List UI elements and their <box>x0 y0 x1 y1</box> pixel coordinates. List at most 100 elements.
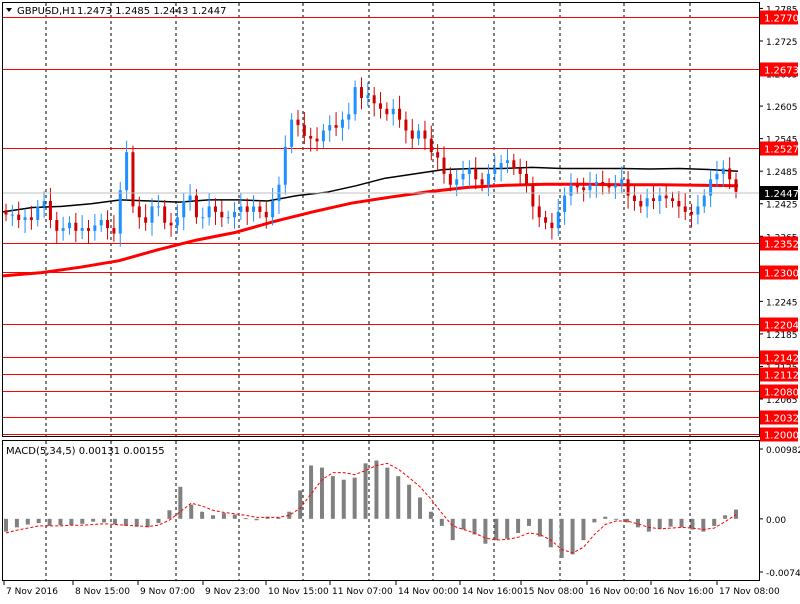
macd-bar <box>309 465 314 519</box>
candle-body <box>569 184 573 196</box>
candle-body <box>201 217 205 219</box>
level-tag-label: 1.2000 <box>764 431 799 442</box>
candle-body <box>239 206 243 212</box>
macd-bar <box>657 518 662 529</box>
candle-body <box>651 198 655 202</box>
level-tag-label: 1.2527 <box>764 145 799 156</box>
macd-bar <box>734 509 738 519</box>
candle-body <box>302 125 306 136</box>
candle-body <box>125 152 129 191</box>
candle-body <box>359 87 363 98</box>
candle-body <box>290 119 294 147</box>
candle-body <box>264 211 268 218</box>
candle-body <box>734 179 738 192</box>
macd-bar <box>668 518 673 527</box>
macd-bar <box>548 518 553 548</box>
price-tick-label: 1.2725 <box>766 38 798 48</box>
macd-bar <box>559 518 564 558</box>
macd-bar <box>211 515 216 519</box>
candle-body <box>233 211 237 218</box>
symbol-label: GBPUSD,H1 <box>17 6 76 17</box>
candle-body <box>220 211 224 218</box>
candle-body <box>87 228 91 231</box>
time-tick-label: 11 Nov 07:00 <box>332 587 393 597</box>
candle-body <box>588 184 592 191</box>
macd-bar <box>439 518 444 526</box>
macd-bar <box>243 518 248 520</box>
time-tick-label: 7 Nov 2016 <box>6 587 58 597</box>
candle-body <box>601 182 605 185</box>
level-tag-label: 1.2112 <box>764 371 799 382</box>
candle-body <box>372 95 376 104</box>
candle-body <box>169 222 173 226</box>
candle-body <box>671 198 675 202</box>
macd-plot-area[interactable] <box>2 440 760 581</box>
macd-bar <box>603 516 608 519</box>
candle-body <box>620 179 624 185</box>
candle-body <box>525 173 529 185</box>
candle-body <box>715 173 719 180</box>
macd-axis: 0.00982 0.00 -0.00748 <box>759 446 800 579</box>
candle-body <box>410 130 414 139</box>
candle-body <box>398 108 402 120</box>
macd-bar <box>592 518 597 523</box>
candle-body <box>385 108 389 115</box>
macd-bar <box>276 517 281 519</box>
macd-bar <box>526 518 531 526</box>
macd-bar <box>287 511 292 519</box>
macd-bar <box>80 518 85 524</box>
candle-body <box>721 168 725 174</box>
candle-body <box>42 201 46 207</box>
level-tag <box>760 350 798 365</box>
candle-body <box>271 201 275 218</box>
macd-bar <box>646 518 651 532</box>
candle-body <box>207 206 211 218</box>
candle-body <box>493 168 497 174</box>
price-tick-label: 1.2065 <box>766 396 798 406</box>
macd-bar <box>701 518 706 532</box>
time-tick-label: 16 Nov 00:00 <box>589 587 650 597</box>
main-plot-area[interactable] <box>2 2 760 437</box>
macd-bar <box>232 514 237 519</box>
candle-body <box>474 168 478 180</box>
candle-body <box>175 217 179 226</box>
macd-bar <box>614 518 619 520</box>
macd-bar <box>36 518 41 524</box>
candle-body <box>55 220 59 231</box>
ohlc-label: 1.2473 1.2485 1.2443 1.2447 <box>77 6 227 17</box>
time-tick-label: 8 Nov 15:00 <box>75 587 130 597</box>
level-price-tags: 1.27701.26731.25271.23521.23001.22041.21… <box>760 10 799 442</box>
macd-bar <box>47 518 52 526</box>
candle-body <box>594 182 598 185</box>
candle-body <box>118 190 122 234</box>
candle-body <box>696 206 700 215</box>
candle-body <box>518 168 522 174</box>
macd-bar <box>14 518 19 528</box>
level-tag <box>760 141 798 156</box>
candle-body <box>99 220 103 226</box>
candle-body <box>480 179 484 185</box>
chevron-down-icon[interactable] <box>6 8 12 12</box>
candle-body <box>315 138 319 142</box>
candle-body <box>137 206 141 218</box>
candle-body <box>366 95 370 98</box>
level-tag <box>760 265 798 280</box>
macd-bar <box>450 518 455 541</box>
level-tag <box>760 317 798 332</box>
macd-bar <box>407 484 412 519</box>
candle-body <box>188 195 192 202</box>
candle-body <box>163 206 167 223</box>
candle-body <box>93 225 97 231</box>
candle-body <box>309 135 313 139</box>
time-tick-label: 14 Nov 00:00 <box>398 587 459 597</box>
macd-bar <box>537 518 542 537</box>
macd-signal-line <box>5 462 737 554</box>
candle-body <box>531 184 535 207</box>
candle-body <box>74 222 78 231</box>
time-axis: 7 Nov 2016 8 Nov 15:00 9 Nov 07:00 9 Nov 23… <box>3 581 780 597</box>
macd-signal-path <box>5 462 737 554</box>
macd-bar <box>221 513 226 519</box>
time-tick-label: 17 Nov 08:00 <box>719 587 780 597</box>
level-tag <box>760 236 798 251</box>
